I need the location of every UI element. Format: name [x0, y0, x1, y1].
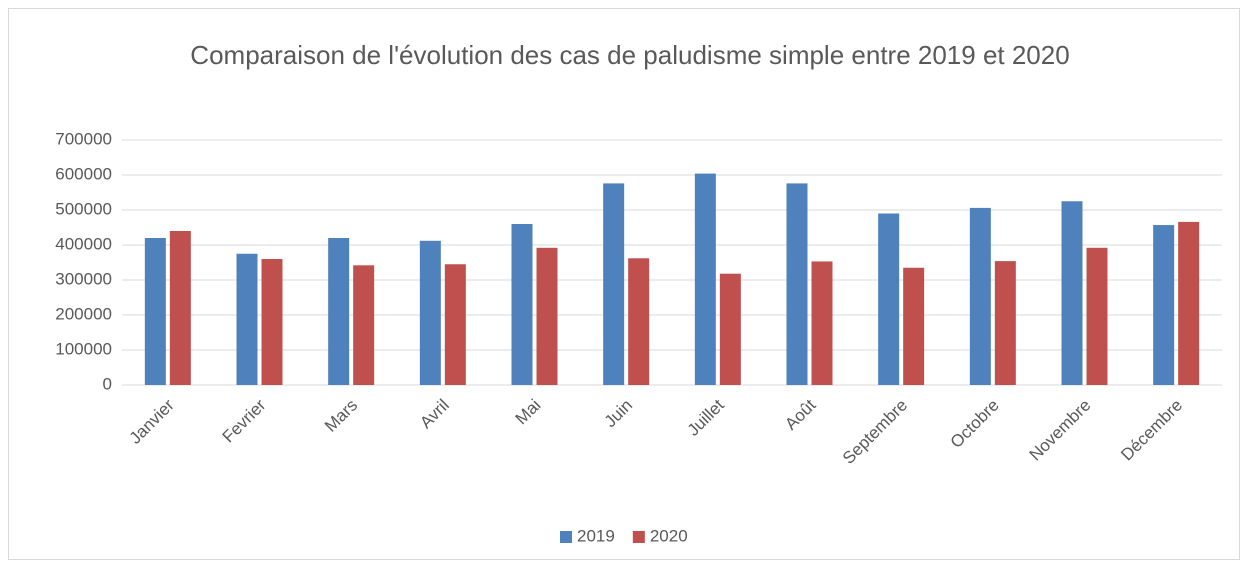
x-tick-label: Juin — [601, 396, 636, 431]
y-tick-label: 700000 — [55, 129, 112, 148]
bar — [1086, 247, 1108, 385]
bar — [353, 265, 375, 385]
bar — [328, 238, 350, 385]
bar — [603, 183, 625, 385]
bar — [169, 231, 191, 385]
legend-label: 2019 — [577, 526, 615, 545]
bar — [1178, 221, 1200, 385]
bar — [694, 173, 716, 385]
bar — [444, 264, 466, 385]
y-tick-label: 400000 — [55, 234, 112, 253]
bar — [261, 259, 283, 385]
bar — [419, 240, 441, 385]
y-tick-label: 0 — [103, 374, 112, 393]
bar — [536, 247, 558, 385]
y-tick-label: 500000 — [55, 199, 112, 218]
bar — [878, 213, 900, 385]
bar — [969, 207, 991, 385]
bar — [236, 253, 258, 385]
x-tick-label: Fevrier — [219, 395, 270, 446]
x-tick-label: Septembre — [839, 396, 911, 468]
x-tick-label: Octobre — [947, 396, 1003, 452]
legend-swatch — [560, 531, 572, 543]
x-tick-label: Avril — [416, 396, 453, 433]
y-tick-label: 300000 — [55, 269, 112, 288]
bar — [811, 261, 833, 385]
x-tick-label: Novembre — [1026, 396, 1095, 465]
bar — [628, 258, 650, 385]
y-tick-label: 600000 — [55, 164, 112, 183]
x-tick-label: Décembre — [1117, 396, 1186, 465]
bar — [719, 273, 741, 385]
chart-border — [8, 8, 1240, 560]
chart-title: Comparaison de l'évolution des cas de pa… — [190, 40, 1070, 70]
y-tick-label: 100000 — [55, 339, 112, 358]
bar — [1061, 201, 1083, 385]
legend-swatch — [632, 531, 645, 543]
bar — [903, 267, 925, 385]
bar — [144, 238, 166, 385]
legend-label: 2020 — [650, 526, 688, 545]
x-tick-label: Mars — [321, 396, 361, 436]
bar — [994, 261, 1016, 385]
y-tick-label: 200000 — [55, 304, 112, 323]
x-tick-label: Janvier — [126, 395, 178, 447]
bar — [786, 183, 808, 385]
bar — [1153, 225, 1175, 385]
x-tick-label: Juillet — [684, 395, 728, 439]
bar — [511, 224, 533, 385]
x-tick-label: Mai — [512, 396, 545, 429]
x-tick-label: Août — [781, 395, 819, 433]
